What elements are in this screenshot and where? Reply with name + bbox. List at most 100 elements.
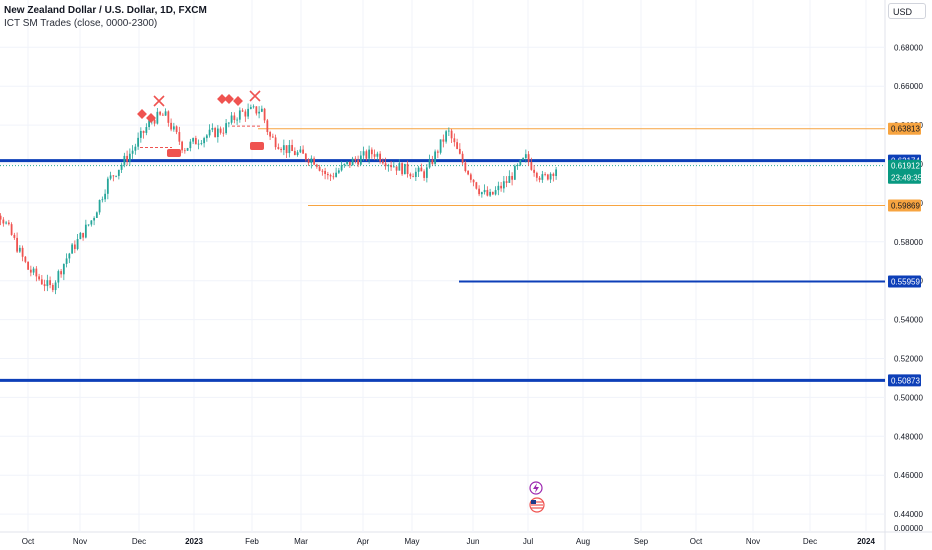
candle-body [458, 148, 461, 154]
candle-body [219, 128, 222, 133]
candle-body [508, 175, 511, 183]
candle-body [409, 174, 412, 177]
candle-body [7, 222, 10, 225]
diamond-marker [224, 94, 234, 104]
currency-button[interactable]: USD [888, 3, 926, 19]
time-tick-label: Nov [73, 537, 87, 546]
candle-body [21, 247, 24, 257]
candle-body [194, 138, 197, 145]
time-tick-label: Apr [357, 537, 370, 546]
candle-body [65, 258, 68, 264]
lightning-glyph [533, 483, 539, 493]
candle-body [436, 151, 439, 153]
level-lines [0, 125, 885, 382]
candle-body [137, 137, 139, 147]
candle-body [46, 280, 49, 287]
candle-body [76, 239, 79, 250]
candle-body [266, 120, 269, 133]
candle-body [511, 175, 513, 180]
candle-body [249, 107, 252, 109]
candle-body [406, 163, 409, 175]
candle-body [412, 176, 414, 178]
candle-body [351, 158, 354, 166]
candle-body [164, 111, 167, 116]
candle-body [483, 189, 486, 193]
candle-body [392, 166, 395, 168]
candle-body [326, 174, 329, 176]
candle-body [494, 190, 497, 195]
candle-body [450, 130, 453, 139]
candle-body [456, 142, 458, 149]
candle-body [337, 170, 340, 173]
candle-body [153, 119, 156, 124]
price-badges: 0.638130.621740.6191223:49:350.598690.55… [888, 122, 923, 387]
candle-body [84, 224, 87, 238]
candle-body [288, 144, 291, 154]
price-tick-label: 0.52000 [894, 355, 923, 364]
candle-body [134, 146, 137, 151]
candle-body [71, 244, 73, 254]
candle-body [203, 138, 205, 144]
candle-body [500, 185, 502, 189]
candle-body [230, 115, 233, 123]
candle-body [324, 170, 326, 175]
price-tick-label: 0.54000 [894, 316, 923, 325]
candle-body [27, 261, 29, 270]
candle-body [29, 269, 32, 273]
time-tick-label: Dec [803, 537, 817, 546]
diamond-marker [137, 109, 147, 119]
diamond-marker [146, 113, 156, 123]
candle-body [428, 159, 431, 168]
diamond-marker [217, 94, 227, 104]
candle-body [18, 247, 21, 252]
candle-body [357, 160, 359, 165]
time-tick-label: 2023 [185, 537, 203, 546]
candle-body [120, 164, 123, 170]
time-axis[interactable]: Oct Nov Dec 2023 Feb Mar Apr May Jun Jul Aug Sep Oct… [22, 537, 876, 546]
badge-blue-low-label: 0.50873 [891, 376, 920, 385]
candle-body [60, 271, 62, 275]
badge-orange-bottom-label: 0.59869 [891, 201, 920, 210]
candle-body [403, 163, 406, 175]
candle-body [68, 253, 71, 259]
candle-body [439, 139, 442, 153]
candle-body [73, 244, 76, 250]
candle-body [35, 268, 38, 277]
candle-body [274, 137, 277, 148]
candle-body [87, 224, 90, 226]
candle-body [513, 165, 516, 180]
candle-body [211, 128, 214, 130]
candle-body [390, 165, 392, 168]
badge-blue-mid-label: 0.55959 [891, 277, 920, 286]
candle-body [269, 132, 271, 137]
candle-body [519, 159, 522, 165]
candle-body [538, 177, 541, 180]
time-tick-label: Sep [634, 537, 649, 546]
candle-body [359, 155, 362, 165]
candle-body [10, 224, 13, 235]
candle-body [544, 174, 546, 175]
candle-body [247, 108, 249, 117]
event-icons[interactable] [529, 481, 545, 513]
candle-body [222, 132, 225, 134]
candle-body [502, 181, 505, 189]
candle-body [329, 175, 332, 177]
candle-body [480, 192, 483, 195]
x-marker [249, 90, 261, 102]
candle-body [475, 182, 478, 189]
candle-body [263, 108, 266, 121]
candle-body [541, 174, 544, 180]
price-tick-label: 0.00000 [894, 524, 923, 533]
candle-body [200, 143, 203, 144]
candle-body [142, 130, 145, 133]
candle-body [183, 150, 186, 152]
candle-body [395, 166, 398, 171]
time-tick-label: 2024 [857, 537, 875, 546]
candle-body [192, 138, 194, 142]
candle-body [79, 232, 82, 240]
candle-body [445, 131, 447, 142]
indicator-label[interactable]: ICT SM Trades (close, 0000-2300) [4, 18, 158, 29]
candle-body [159, 111, 161, 115]
